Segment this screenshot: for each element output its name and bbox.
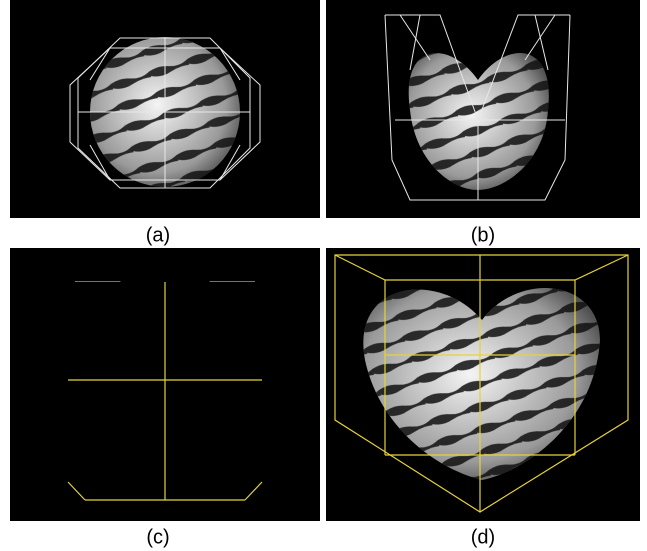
figure: (a) (b) (c) (d) (0, 0, 647, 551)
panel-label: (d) (471, 526, 495, 548)
panel-label: (b) (471, 224, 495, 246)
panel-c (10, 248, 320, 521)
panel-label: (a) (146, 224, 170, 246)
panel-b (326, 0, 640, 218)
panel-label: (c) (146, 526, 169, 548)
panel-a (10, 0, 320, 218)
panel-d (326, 248, 640, 521)
